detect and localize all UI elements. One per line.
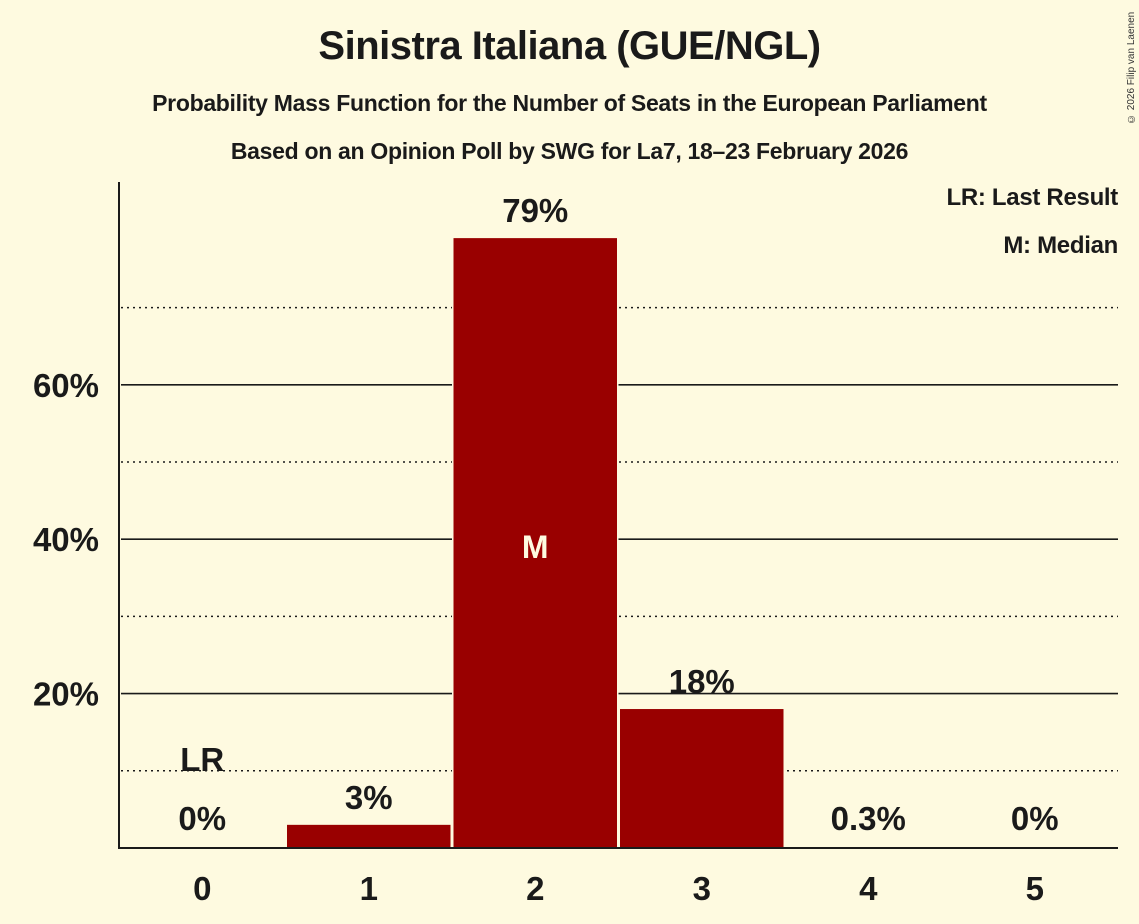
y-axis-ticks: 20% 40% 60% xyxy=(33,367,99,713)
gridlines xyxy=(121,306,1118,772)
x-tick-label: 5 xyxy=(1026,870,1044,907)
legend-median: M: Median xyxy=(1003,232,1118,259)
x-tick-label: 2 xyxy=(526,870,544,907)
x-axis-ticks: 0 1 2 3 4 5 xyxy=(193,870,1044,907)
x-tick-label: 3 xyxy=(693,870,711,907)
bar-seats-3 xyxy=(620,709,784,848)
x-tick-label: 0 xyxy=(193,870,211,907)
bar-value-label: 0% xyxy=(178,800,226,837)
bar-seats-2 xyxy=(453,238,617,848)
bars xyxy=(285,236,785,848)
value-labels: 0% 3% 79% 18% 0.3% 0% LR M xyxy=(178,192,1058,837)
x-tick-label: 1 xyxy=(360,870,378,907)
chart-subtitle: Probability Mass Function for the Number… xyxy=(152,90,987,116)
bar-seats-1 xyxy=(287,824,451,848)
bar-value-label: 79% xyxy=(502,192,568,229)
x-tick-label: 4 xyxy=(859,870,878,907)
bar-value-label: 0% xyxy=(1011,800,1059,837)
y-tick-label: 20% xyxy=(33,676,99,713)
chart-title: Sinistra Italiana (GUE/NGL) xyxy=(318,24,821,68)
y-tick-label: 60% xyxy=(33,367,99,404)
bar-value-label: 3% xyxy=(345,779,393,816)
bar-value-label: 18% xyxy=(669,663,735,700)
median-marker: M xyxy=(522,529,549,565)
last-result-marker: LR xyxy=(180,741,224,778)
chart-source-subtitle: Based on an Opinion Poll by SWG for La7,… xyxy=(230,138,909,164)
legend-last-result: LR: Last Result xyxy=(946,184,1118,211)
bar-value-label: 0.3% xyxy=(831,800,906,837)
y-tick-label: 40% xyxy=(33,521,99,558)
